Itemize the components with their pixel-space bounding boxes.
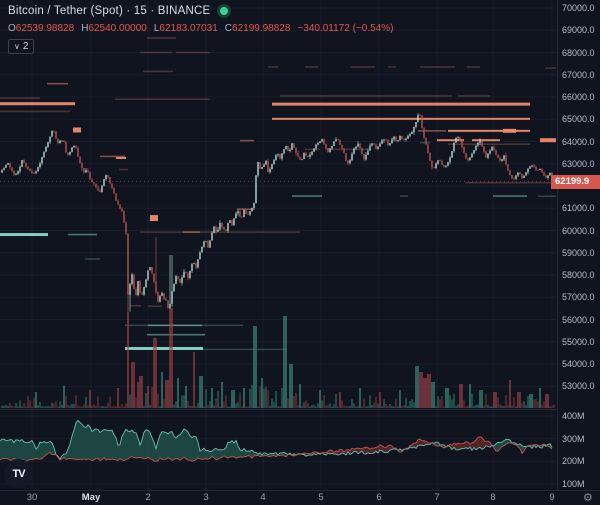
- price-axis[interactable]: 70000.0 69000.0 68000.0 67000.0 66000.0 65000…: [557, 0, 600, 490]
- time-axis-label: 2: [145, 492, 151, 503]
- liquidity-heatmap-layer: [0, 37, 556, 351]
- close-label: C: [224, 23, 233, 34]
- chart-legend: Bitcoin / Tether (Spot) · 15 · BINANCE O…: [8, 3, 393, 54]
- time-axis-label: 9: [549, 492, 555, 503]
- price-axis-label: 55000.0: [562, 336, 595, 347]
- tradingview-logo[interactable]: TV: [4, 459, 33, 488]
- time-axis-label: 5: [318, 492, 324, 503]
- price-axis-label: 69000.0: [562, 25, 595, 36]
- collapse-count: 2: [22, 40, 29, 52]
- open-label: O: [8, 23, 16, 34]
- settings-gear-icon[interactable]: ⚙: [583, 492, 593, 504]
- indicators-collapse-button[interactable]: ∨ 2: [8, 39, 35, 54]
- volume-axis-label: 400M: [562, 411, 585, 421]
- open-value: 62539.98828: [15, 23, 75, 34]
- close-value: 62199.98828: [232, 23, 291, 34]
- price-axis-label: 53000.0: [562, 381, 595, 392]
- price-axis-label: 70000.0: [562, 3, 595, 13]
- tradingview-logo-text: TV: [12, 467, 25, 480]
- time-axis-label: May: [81, 492, 101, 503]
- price-axis-label: 56000.0: [562, 314, 595, 325]
- grid-layer: [0, 0, 556, 489]
- time-axis-label: 4: [260, 492, 266, 503]
- change-value: −340.01172 (−0.54%): [297, 23, 394, 34]
- price-axis-label: 58000.0: [562, 270, 595, 281]
- price-axis-label: 60000.0: [562, 225, 595, 236]
- candles-layer: [1, 113, 555, 312]
- market-status-dot-icon: [220, 7, 229, 15]
- price-axis-label: 64000.0: [562, 136, 595, 147]
- symbol-title[interactable]: Bitcoin / Tether (Spot) · 15 · BINANCE: [8, 5, 211, 17]
- main-chart-canvas[interactable]: [0, 0, 600, 490]
- volume-histogram-layer: [1, 308, 555, 408]
- price-axis-label: 63000.0: [562, 158, 595, 169]
- high-value: 62540.00000: [88, 23, 147, 34]
- time-axis-label: 6: [376, 492, 382, 503]
- price-axis-label: 57000.0: [562, 292, 595, 303]
- low-label: L: [153, 23, 160, 34]
- volume-axis-label: 200M: [562, 456, 585, 467]
- time-axis-label: 7: [434, 492, 440, 503]
- volume-axis-label: 100M: [562, 479, 585, 489]
- price-axis-label: 68000.0: [562, 47, 595, 58]
- chevron-down-icon: ∨: [14, 41, 20, 51]
- last-price-value: 62199.9: [555, 176, 590, 188]
- time-axis-label: 8: [490, 492, 496, 503]
- volume-axis-label: 300M: [562, 433, 585, 444]
- ohlc-values: O62539.98828 H62540.00000 L62183.07031 C…: [8, 23, 393, 34]
- price-axis-label: 67000.0: [562, 69, 595, 80]
- volume-delta-panel-layer: [0, 419, 553, 462]
- last-price-badge: 62199.9: [551, 174, 600, 189]
- time-axis-label: 30: [26, 492, 38, 503]
- time-axis[interactable]: ⚙ 30 May 2 3 4 5 6 7 8 9: [0, 490, 600, 505]
- low-value: 62183.07031: [159, 23, 218, 34]
- high-label: H: [81, 23, 89, 34]
- price-axis-label: 66000.0: [562, 92, 595, 103]
- price-axis-label: 59000.0: [562, 247, 595, 258]
- price-axis-label: 65000.0: [562, 114, 595, 125]
- time-axis-label: 3: [203, 492, 209, 503]
- price-axis-label: 54000.0: [562, 359, 595, 370]
- price-axis-label: 61000.0: [562, 203, 595, 214]
